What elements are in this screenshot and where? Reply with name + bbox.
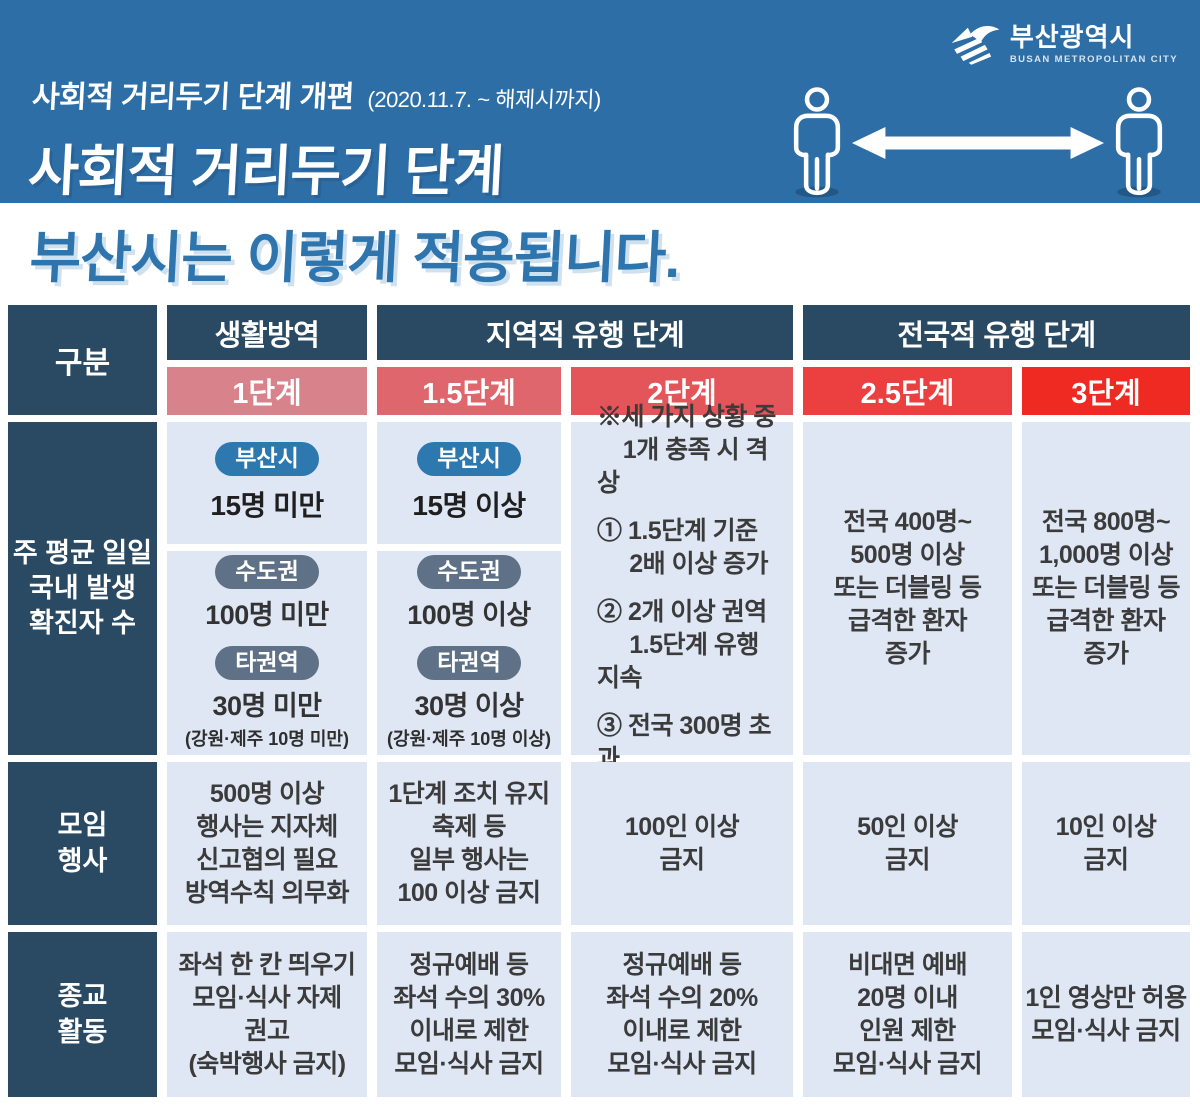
stage-header-1-5: 1.5단계 [377,367,561,415]
busan-threshold: 15명 미만 [210,489,324,521]
escalation-item-3: ③ 전국 300명 초과 [597,712,772,773]
person-right-icon [1115,87,1163,198]
cell-cases-stage1: 부산시 15명 미만 수도권 100명 미만 타권역 30명 미만 (강원·제주… [167,422,367,755]
cell-gatherings-stage1-5: 1단계 조치 유지 축제 등 일부 행사는 100 이상 금지 [377,762,561,925]
group-header-regional: 지역적 유행 단계 [377,305,793,360]
cell-cases-stage3: 전국 800명~ 1,000명 이상 또는 더블링 등 급격한 환자 증가 [1022,422,1190,755]
group-header-national: 전국적 유행 단계 [803,305,1190,360]
escalation-note: ※세 가지 상황 중 1개 충족 시 격상 [597,403,776,497]
cell-religious-stage1-5: 정규예배 등 좌석 수의 30% 이내로 제한 모임·식사 금지 [377,932,561,1097]
capital-area-badge: 수도권 [215,555,319,589]
capital-area-threshold: 100명 미만 [205,600,329,630]
banner: 부산시는 이렇게 적용됩니다. [0,203,1200,303]
cell-gatherings-stage1: 500명 이상 행사는 지자체 신고협의 필요 방역수칙 의무화 [167,762,367,925]
capital-area-threshold: 100명 이상 [407,600,531,630]
other-region-threshold: 30명 이상 [414,690,524,721]
stage-header-1: 1단계 [167,367,367,415]
cell-religious-stage1: 좌석 한 칸 띄우기 모임·식사 자제 권고 (숙박행사 금지) [167,932,367,1097]
hero-title: 사회적 거리두기 단계 [26,140,505,202]
corner-header: 구분 [8,305,157,415]
cell-cases-stage2: ※세 가지 상황 중 1개 충족 시 격상 ① 1.5단계 기준 2배 이상 증… [571,403,793,773]
capital-area-badge: 수도권 [417,555,521,589]
region-note: (강원·제주 10명 이상) [387,728,551,749]
other-region-badge: 타권역 [417,646,521,680]
region-note: (강원·제주 10명 미만) [185,728,349,749]
stage-header-2: 2단계 [571,367,793,415]
busan-threshold: 15명 이상 [412,489,526,521]
distance-arrow-icon [851,127,1105,159]
other-region-threshold: 30명 미만 [212,690,322,721]
cell-cases-stage1-busan: 부산시 15명 미만 [167,422,367,544]
escalation-item-2: ② 2개 이상 권역 1.5단계 유행 지속 [597,598,767,692]
person-left-icon [793,87,841,198]
row-label-religious: 종교 활동 [8,932,157,1097]
other-region-badge: 타권역 [215,646,319,680]
cell-religious-stage2-5: 비대면 예배 20명 이내 인원 제한 모임·식사 금지 [803,932,1012,1097]
hero-header: 부산광역시 BUSAN METROPOLITAN CITY 사회적 거리두기 단… [0,0,1200,203]
cell-cases-stage1-regions: 수도권 100명 미만 타권역 30명 미만 (강원·제주 10명 미만) [167,551,367,755]
row-label-gatherings: 모임 행사 [8,762,157,925]
banner-title: 부산시는 이렇게 적용됩니다. [28,225,682,289]
row-label-confirmed-cases: 주 평균 일일 국내 발생 확진자 수 [8,422,157,755]
cell-cases-stage1-5-busan: 부산시 15명 이상 [377,422,561,544]
cell-cases-stage1-5: 부산시 15명 이상 수도권 100명 이상 타권역 30명 이상 (강원·제주… [377,422,561,755]
cell-gatherings-stage3: 10인 이상 금지 [1022,762,1190,925]
hero-kicker: 사회적 거리두기 단계 개편 (2020.11.7. ~ 해제시까지) [31,72,602,116]
distancing-table: 구분 생활방역 지역적 유행 단계 전국적 유행 단계 1단계 1.5단계 2단… [8,305,1192,1097]
busan-badge: 부산시 [417,442,521,476]
logo-title: 부산광역시 [1009,21,1135,52]
busan-badge: 부산시 [215,442,319,476]
cell-religious-stage3: 1인 영상만 허용 모임·식사 금지 [1022,932,1190,1097]
busan-city-logo: 부산광역시 BUSAN METROPOLITAN CITY [948,22,1178,66]
stage-header-3: 3단계 [1022,367,1190,415]
cell-gatherings-stage2: 100인 이상 금지 [571,762,793,925]
cell-gatherings-stage2-5: 50인 이상 금지 [803,762,1012,925]
cell-religious-stage2: 정규예배 등 좌석 수의 20% 이내로 제한 모임·식사 금지 [571,932,793,1097]
stage-header-2-5: 2.5단계 [803,367,1012,415]
hero-kicker-label: 사회적 거리두기 단계 개편 [31,81,355,114]
escalation-item-1: ① 1.5단계 기준 2배 이상 증가 [597,517,769,578]
social-distance-graphic [788,84,1168,202]
cell-cases-stage2-5: 전국 400명~ 500명 이상 또는 더블링 등 급격한 환자 증가 [803,422,1012,755]
group-header-life-quarantine: 생활방역 [167,305,367,360]
cell-cases-stage1-5-regions: 수도권 100명 이상 타권역 30명 이상 (강원·제주 10명 이상) [377,551,561,755]
hero-kicker-period: (2020.11.7. ~ 해제시까지) [366,87,602,112]
hero-text: 사회적 거리두기 단계 개편 (2020.11.7. ~ 해제시까지) 사회적 … [26,72,602,206]
logo-subtitle: BUSAN METROPOLITAN CITY [1009,53,1178,65]
busan-logo-icon [951,26,1000,65]
